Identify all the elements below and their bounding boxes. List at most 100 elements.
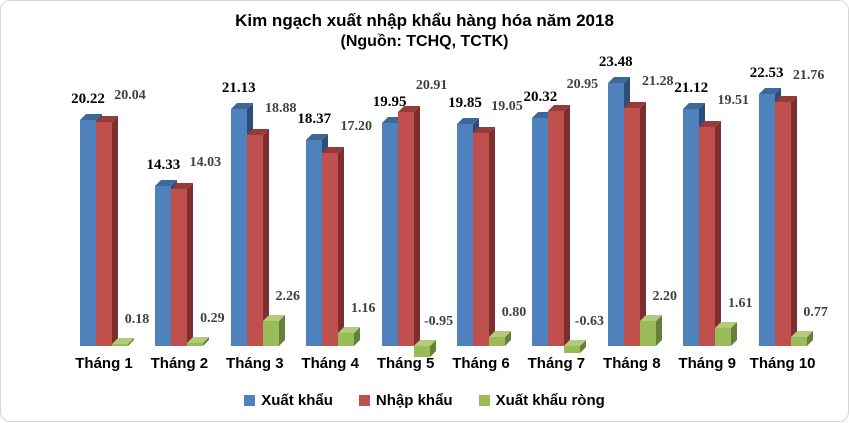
category-label: Tháng 2 [150,355,209,372]
bar-face [397,111,414,346]
bar-xuat-khau [381,116,404,346]
data-label: 21.76 [792,68,825,84]
data-label: 21.12 [674,80,709,97]
bar-xuat-khau-rong [112,337,134,346]
legend: Xuất khẩu Nhập khẩu Xuất khẩu ròng [1,392,848,409]
bar-xuat-khau [758,87,781,346]
bar-nhap-khau [774,96,797,346]
data-label: 20.04 [114,87,146,103]
legend-item: Nhập khẩu [358,392,453,409]
bar-face [715,327,732,346]
bar-face [322,153,339,346]
data-label: 0.77 [803,305,828,321]
bar-face [96,121,112,346]
chart-header: Kim ngạch xuất nhập khẩu hàng hóa năm 20… [1,10,848,52]
bar-nhap-khau [322,147,345,346]
bar-face [381,122,398,346]
data-label: 20.95 [566,77,599,93]
bar-side-face [187,182,194,346]
data-label: 0.80 [501,305,527,321]
bar-face [413,346,430,357]
bar-face [306,140,323,346]
bar-xuat-khau-rong [187,336,210,346]
bar-face [639,321,656,346]
bar-face [187,342,204,346]
bar-face [338,333,355,346]
legend-swatch-icon [358,395,370,406]
category-label: Tháng 8 [603,355,661,372]
bar-face [623,107,640,346]
bar-xuat-khau [155,179,178,346]
bar-nhap-khau [246,128,269,346]
bar-nhap-khau [699,121,722,346]
category-label: Tháng 4 [301,355,359,372]
data-label: 1.61 [727,295,753,311]
data-label: 14.33 [146,156,181,173]
bar-xuat-khau-rong [715,321,738,346]
bar-xuat-khau [683,103,706,346]
bar-face [607,83,624,346]
data-label: 14.03 [189,154,222,170]
chart-title: Kim ngạch xuất nhập khẩu hàng hóa năm 20… [235,11,614,30]
data-label: 19.05 [491,98,523,114]
bar-xuat-khau-rong [639,315,662,346]
bar-face [548,111,565,346]
category-label: Tháng 9 [678,355,736,372]
bar-xuat-khau [306,134,329,346]
legend-label: Nhập khẩu [375,392,453,409]
bar-xuat-khau-rong [489,331,511,346]
bar-side-face [489,126,495,346]
data-label: 1.16 [350,301,376,316]
data-label: 2.26 [275,288,301,304]
data-label: 18.37 [297,111,332,128]
bar-side-face [715,121,722,346]
bar-face [489,337,505,346]
chart-subtitle: (Nguồn: TCHQ, TCTK) [340,33,509,50]
bar-side-face [639,101,646,346]
bar-xuat-khau-rong [564,340,587,354]
data-label: 20.91 [415,77,448,93]
bar-nhap-khau [171,182,194,346]
data-label: 21.13 [221,80,256,97]
bar-face [774,102,791,346]
data-label: 23.48 [598,54,633,71]
bar-face [473,132,489,346]
bar-xuat-khau-rong [262,314,285,346]
data-label: -0.63 [574,314,604,329]
bar-xuat-khau-rong [790,331,813,346]
bar-side-face [338,147,345,346]
bar-xuat-khau [532,112,555,346]
bar-xuat-khau [607,77,630,346]
bar-xuat-khau [457,117,479,346]
bar-face [758,93,775,346]
bar-face [532,118,549,346]
legend-label: Xuất khẩu [261,392,333,409]
bar-face [155,185,172,346]
data-label: 22.53 [749,64,784,81]
data-label: 19.51 [717,93,749,109]
data-label: 17.20 [340,119,372,135]
bar-face [457,123,473,346]
data-label: -0.95 [424,314,454,329]
bar-nhap-khau [548,105,571,346]
bar-side-face [262,128,269,346]
bar-face [230,109,247,346]
bar-face [80,119,96,346]
bar-face [790,337,807,346]
bar-face [683,109,700,346]
legend-label: Xuất khẩu ròng [495,392,605,409]
category-label: Tháng 7 [527,355,586,372]
data-label: 19.85 [448,94,482,111]
bar-xuat-khau [80,113,102,346]
bar-nhap-khau [623,101,646,346]
bar-face [699,127,716,346]
bar-side-face [564,105,571,346]
data-label: 20.32 [523,89,558,106]
category-label: Tháng 3 [226,355,284,372]
data-label: 19.95 [372,93,407,110]
bar-side-face [413,105,420,346]
data-label: 21.28 [642,73,674,89]
bar-side-face [112,115,118,346]
bar-face [564,346,581,354]
